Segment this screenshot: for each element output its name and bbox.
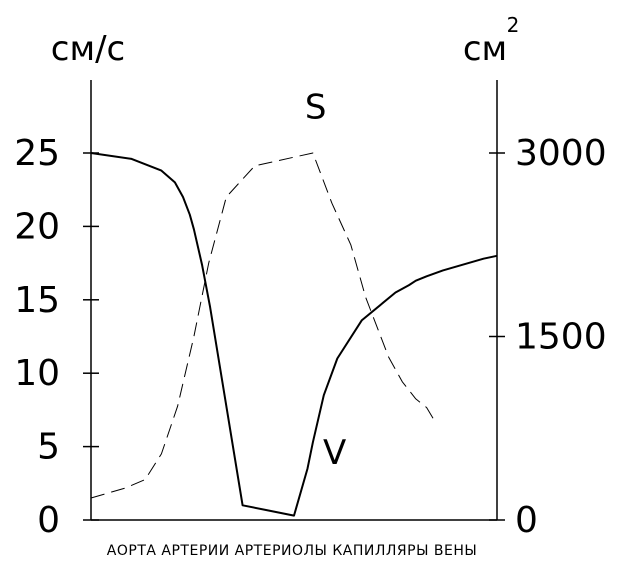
right-axis-unit: см xyxy=(463,29,507,69)
series-layer: VS xyxy=(90,88,498,517)
series-line-s xyxy=(90,152,437,499)
series-label-v: V xyxy=(323,433,346,473)
category-axis-labels: АОРТА АРТЕРИИ АРТЕРИОЛЫ КАПИЛЛЯРЫ ВЕНЫ xyxy=(107,543,477,559)
right-axis-ticks: 0 1500 3000 xyxy=(489,133,607,541)
left-tick-label: 0 xyxy=(37,500,60,541)
left-tick-label: 20 xyxy=(14,206,60,247)
left-tick-label: 15 xyxy=(14,280,60,321)
left-tick-label: 10 xyxy=(14,353,60,394)
right-axis-unit-superscript: 2 xyxy=(507,13,520,37)
left-tick-label: 5 xyxy=(37,427,60,468)
left-axis-ticks: 0 5 10 15 20 25 xyxy=(14,133,99,541)
right-tick-label: 3000 xyxy=(515,133,607,174)
left-tick-label: 25 xyxy=(14,133,60,174)
series-label-s: S xyxy=(305,88,327,128)
series-line-v xyxy=(90,152,498,517)
right-tick-label: 0 xyxy=(515,500,538,541)
left-axis-unit: см/с xyxy=(51,29,126,69)
right-tick-label: 1500 xyxy=(515,317,607,358)
